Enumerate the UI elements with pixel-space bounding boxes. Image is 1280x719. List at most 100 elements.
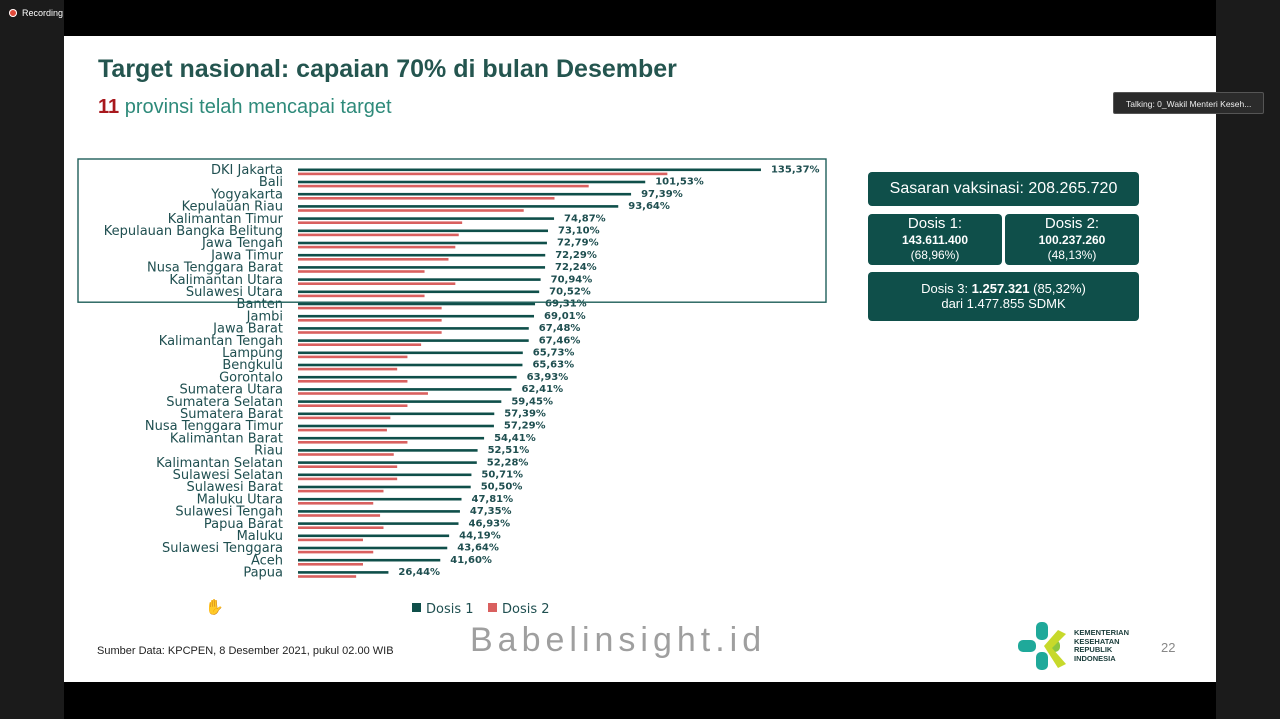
category-label: Kepulauan Bangka Belitung (104, 224, 283, 239)
bar-dosis2 (298, 331, 442, 334)
data-label: 67,46% (539, 335, 581, 346)
category-label: Kalimantan Timur (168, 212, 284, 227)
bar-dosis2 (298, 294, 425, 298)
category-label: Sulawesi Selatan (173, 468, 283, 483)
bar-dosis1 (298, 205, 619, 208)
bar-dosis1 (298, 278, 541, 281)
category-label: Maluku (237, 529, 283, 544)
category-label: Kalimantan Barat (170, 431, 283, 446)
logo-line-4: INDONESIA (1074, 653, 1116, 663)
bar-dosis2 (298, 172, 668, 176)
bar-dosis2 (298, 245, 456, 249)
bar-dosis1 (298, 461, 477, 464)
bar-dosis1 (298, 534, 450, 538)
category-label: Bali (259, 175, 283, 190)
bar-dosis1 (298, 290, 540, 294)
bar-dosis2 (298, 550, 374, 554)
category-label: Kalimantan Tengah (159, 334, 283, 349)
data-label: 41,60% (450, 555, 492, 566)
data-label: 97,39% (641, 189, 683, 200)
data-label: 59,45% (511, 396, 553, 407)
data-label: 52,51% (488, 445, 530, 456)
category-label: Lampung (222, 346, 283, 361)
talking-indicator: Talking: 0_Wakil Menteri Keseh... (1113, 92, 1264, 114)
data-label: 74,87% (564, 213, 606, 224)
subtitle-count: 11 (98, 96, 120, 118)
category-label: Bengkulu (222, 358, 283, 373)
bar-dosis1 (298, 510, 460, 513)
dosis2-value: 100.237.260 (1038, 233, 1106, 247)
watermark: Babelinsight.id (470, 621, 767, 659)
category-label: Papua (243, 566, 283, 581)
hand-cursor-icon: ✋ (205, 599, 224, 616)
bar-dosis1 (298, 436, 485, 440)
bar-dosis2 (298, 343, 422, 346)
dosis3-pct: (85,32%) (1029, 281, 1086, 296)
bar-dosis2 (298, 184, 589, 188)
logo-text: KEMENTERIAN KESEHATAN REPUBLIK INDONESIA (1074, 628, 1130, 663)
dosis2-card: Dosis 2: 100.237.260 (48,13%) (1005, 214, 1139, 265)
bar-dosis2 (298, 526, 384, 529)
dosis1-card: Dosis 1: 143.611.400 (68,96%) (868, 214, 1002, 265)
dosis1-pct: (68,96%) (910, 248, 960, 262)
bar-dosis1 (298, 375, 517, 379)
data-label: 101,53% (655, 177, 704, 188)
dosis1-label: Dosis 1: (907, 215, 963, 232)
bar-dosis2 (298, 319, 442, 322)
data-label: 57,29% (504, 421, 546, 432)
bar-dosis2 (298, 428, 387, 432)
data-label: 72,29% (555, 250, 597, 261)
bar-dosis2 (298, 441, 408, 444)
bar-dosis2 (298, 355, 408, 359)
category-label: Sumatera Barat (180, 407, 283, 422)
bar-dosis1 (298, 229, 549, 233)
bar-dosis2 (298, 367, 398, 371)
bar-dosis1 (298, 180, 646, 184)
bar-dosis2 (298, 392, 428, 395)
presentation-slide: Target nasional: capaian 70% di bulan De… (64, 36, 1216, 682)
category-label: Jawa Timur (210, 248, 284, 263)
bar-dosis2 (298, 477, 398, 481)
bar-dosis1 (298, 253, 546, 257)
data-label: 62,41% (521, 384, 563, 395)
bar-dosis1 (298, 400, 502, 403)
logo-line-1: KEMENTERIAN (1074, 628, 1130, 637)
right-video-margin (1216, 0, 1280, 719)
bar-dosis2 (298, 502, 374, 505)
category-label: Banten (237, 297, 283, 312)
dosis3-value: 1.257.321 (971, 281, 1030, 296)
bar-dosis2 (298, 575, 357, 578)
kemenkes-logo-icon (1018, 622, 1066, 670)
bar-dosis2 (298, 563, 363, 566)
bar-dosis1 (298, 314, 535, 318)
bar-dosis1 (298, 351, 523, 355)
bar-dosis2 (298, 514, 381, 517)
category-label: Kalimantan Utara (169, 273, 283, 288)
dosis2-label: Dosis 2: (1044, 215, 1100, 232)
bar-dosis1 (298, 192, 632, 196)
category-label: Sulawesi Barat (186, 480, 283, 495)
data-label: 57,39% (504, 409, 546, 420)
logo-line-2: KESEHATAN (1074, 636, 1120, 646)
data-label: 69,01% (544, 311, 586, 322)
data-label: 135,37% (771, 165, 820, 176)
data-label: 43,64% (457, 543, 499, 554)
data-label: 72,24% (555, 262, 597, 273)
bar-dosis2 (298, 270, 425, 273)
dosis3-line2: dari 1.477.855 SDMK (941, 296, 1066, 311)
category-label: Sulawesi Tengah (175, 505, 283, 520)
dosis3-prefix: Dosis 3: (921, 281, 972, 296)
bar-dosis2 (298, 221, 463, 224)
category-label: Yogyakarta (210, 187, 283, 202)
page-number: 22 (1161, 640, 1176, 655)
legend-swatch-dosis1 (412, 603, 421, 612)
bar-dosis1 (298, 571, 389, 574)
bar-dosis2 (298, 282, 456, 285)
bar-dosis2 (298, 453, 394, 456)
legend-swatch-dosis2 (488, 603, 497, 612)
data-label: 73,10% (558, 226, 600, 237)
bar-dosis2 (298, 306, 442, 310)
data-label: 65,73% (533, 348, 575, 359)
category-label: Sulawesi Utara (186, 285, 283, 300)
data-label: 50,50% (481, 482, 523, 493)
